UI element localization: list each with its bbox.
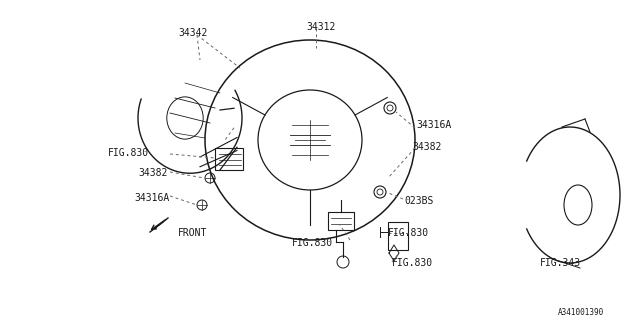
Text: FRONT: FRONT xyxy=(178,228,207,238)
Bar xyxy=(328,212,354,230)
Text: 34316A: 34316A xyxy=(416,120,451,130)
Text: 34342: 34342 xyxy=(178,28,207,38)
Text: A341001390: A341001390 xyxy=(558,308,604,317)
Text: 34312: 34312 xyxy=(306,22,335,32)
Text: 34382: 34382 xyxy=(412,142,442,152)
Text: FIG.830: FIG.830 xyxy=(392,258,433,268)
Text: FIG.343: FIG.343 xyxy=(540,258,581,268)
Text: FIG.830: FIG.830 xyxy=(388,228,429,238)
Bar xyxy=(388,222,408,250)
Text: FIG.830: FIG.830 xyxy=(108,148,149,158)
Text: 34382: 34382 xyxy=(138,168,168,178)
Text: 34316A: 34316A xyxy=(134,193,169,203)
Text: 023BS: 023BS xyxy=(404,196,433,206)
Bar xyxy=(215,148,243,170)
Text: FIG.830: FIG.830 xyxy=(292,238,333,248)
